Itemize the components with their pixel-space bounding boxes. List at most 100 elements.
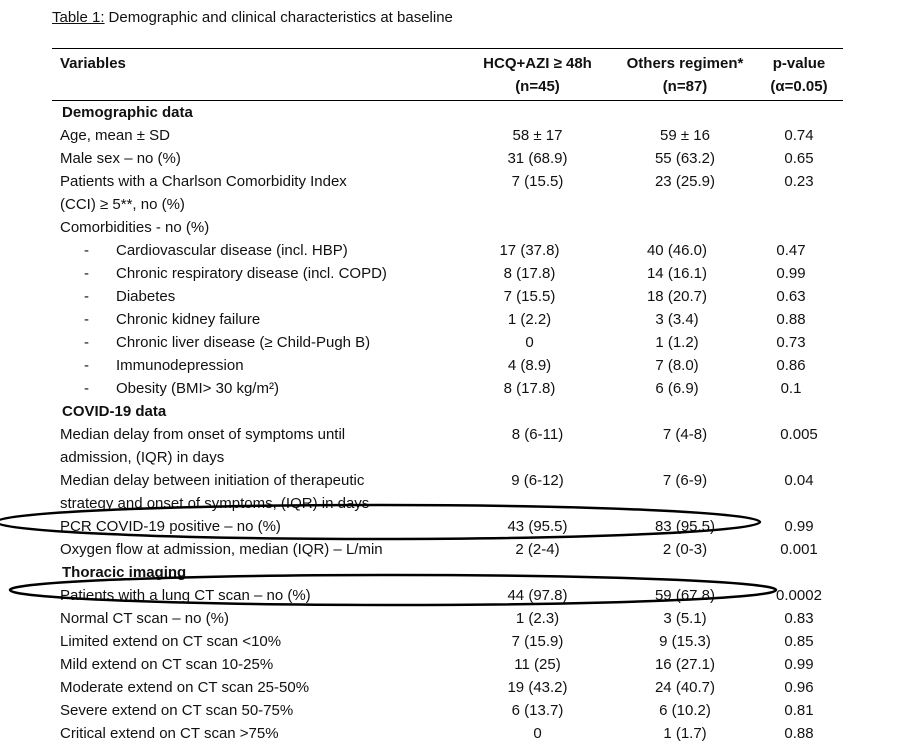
value-cell: 58 ± 17 (512, 127, 563, 144)
value-cell: 1 (1.2) (655, 334, 699, 351)
header-line: HCQ+AZI ≥ 48h (483, 55, 592, 72)
table: Variables HCQ+AZI ≥ 48h (n=45) Others regim… (52, 48, 843, 749)
value-cell: 0.99 (776, 265, 806, 282)
label-cell: - Chronic respiratory disease (incl. COPD… (52, 262, 452, 285)
cell-line: Median delay from onset of symptoms unti… (60, 426, 346, 443)
value-cell: 7 (15.9) (511, 633, 564, 650)
label-cell: - Chronic kidney failure (52, 308, 452, 331)
value-cell: 44 (97.8) (507, 587, 568, 604)
cell-line: Median delay between initiation of thera… (60, 472, 365, 489)
value-cell: 8 (17.8) (503, 265, 556, 282)
table-row: Severe extend on CT scan 50-75% 6 (13.7) 6… (52, 699, 843, 722)
caption-label: Table 1: (52, 9, 105, 26)
table-row: PCR COVID-19 positive – no (%) 43 (95.5) 8… (52, 515, 843, 538)
value-cell: 0.83 (784, 610, 814, 627)
value-cell: 0 (533, 725, 542, 742)
value-cell: 7 (4-8) (662, 426, 708, 443)
value-cell: 0.23 (784, 173, 814, 190)
value-cell: 2 (2-4) (515, 541, 560, 558)
bullet: - (84, 288, 89, 305)
value-cell: 55 (63.2) (654, 150, 716, 167)
group-row: Comorbidities - no (%) (52, 216, 843, 239)
value-cell: 7 (15.5) (503, 288, 556, 305)
table-row: - Chronic respiratory disease (incl. COPD… (52, 262, 843, 285)
cell-line: Patients with a Charlson Comorbidity Ind… (60, 173, 347, 190)
value-cell: 0.86 (776, 357, 806, 374)
value-cell: 43 (95.5) (507, 518, 568, 535)
cell-line: admission, (IQR) in days (60, 449, 225, 466)
header-cell: Variables (52, 52, 460, 98)
value-cell: 0.005 (780, 426, 818, 443)
table-row: Mild extend on CT scan 10-25% 11 (25) 16 (… (52, 653, 843, 676)
value-cell: 16 (27.1) (654, 656, 716, 673)
value-cell: 4 (8.9) (507, 357, 552, 374)
table-row: Normal CT scan – no (%) 1 (2.3) 3 (5.1) 0.8… (52, 607, 843, 630)
value-cell: 8 (17.8) (503, 380, 556, 397)
label-cell: Critical extend on CT scan >75% (60, 725, 279, 742)
value-cell: 9 (6-12) (511, 472, 564, 489)
section-title: Biological tests (52, 745, 173, 749)
label-cell: Normal CT scan – no (%) (60, 610, 229, 627)
table-row: Median delay from onset of symptoms unti… (52, 423, 843, 469)
table-row: Moderate extend on CT scan 25-50% 19 (43.… (52, 676, 843, 699)
value-cell: 19 (43.2) (507, 679, 568, 696)
table-row: - Obesity (BMI> 30 kg/m²) 8 (17.8) 6 (6.9) 0… (52, 377, 843, 400)
value-cell: 6 (6.9) (655, 380, 699, 397)
table-row: - Diabetes 7 (15.5) 18 (20.7) 0.63 (52, 285, 843, 308)
value-cell: 9 (15.3) (659, 633, 711, 650)
section-row: Demographic data (52, 101, 843, 124)
label-cell: PCR COVID-19 positive – no (%) (60, 518, 281, 535)
bullet: - (84, 357, 89, 374)
label-cell: Mild extend on CT scan 10-25% (60, 656, 274, 673)
value-cell: 0.81 (784, 702, 814, 719)
header-line: (n=87) (662, 78, 708, 95)
label-text: Diabetes (116, 288, 176, 305)
table-caption: Table 1: Demographic and clinical charact… (52, 8, 453, 28)
value-cell: 0.0002 (776, 587, 822, 604)
value-cell: 0.88 (776, 311, 806, 328)
value-cell: 0 (525, 334, 534, 351)
bullet: - (84, 311, 89, 328)
value-cell: 7 (8.0) (655, 357, 699, 374)
bullet: - (84, 265, 89, 282)
value-cell: 24 (40.7) (654, 679, 716, 696)
table-row: Male sex – no (%) 31 (68.9) 55 (63.2) 0.65 (52, 147, 843, 170)
bullet: - (84, 242, 89, 259)
table-row: Limited extend on CT scan <10% 7 (15.9) 9 … (52, 630, 843, 653)
table-row: - Chronic kidney failure 1 (2.2) 3 (3.4) 0.8… (52, 308, 843, 331)
header-cell: HCQ+AZI ≥ 48h (n=45) (460, 52, 615, 98)
value-cell: 0.99 (784, 656, 814, 673)
value-cell: 0.04 (784, 472, 814, 489)
value-cell: 0.001 (780, 541, 818, 558)
value-cell: 11 (25) (514, 656, 561, 673)
header-line: p-value (772, 55, 826, 72)
label-text: Obesity (BMI> 30 kg/m²) (116, 380, 279, 397)
table-row: - Chronic liver disease (≥ Child-Pugh B) 0… (52, 331, 843, 354)
value-cell: 18 (20.7) (646, 288, 708, 305)
value-cell: 31 (68.9) (507, 150, 568, 167)
label-cell: - Obesity (BMI> 30 kg/m²) (52, 377, 452, 400)
value-cell: 40 (46.0) (646, 242, 708, 259)
table-row: Patients with a Charlson Comorbidity Ind… (52, 170, 843, 216)
value-cell: 0.74 (784, 127, 814, 144)
label-text: Chronic liver disease (≥ Child-Pugh B) (116, 334, 371, 351)
value-cell: 0.65 (784, 150, 814, 167)
table-row: Median delay between initiation of thera… (52, 469, 843, 515)
header-line: Others regimen* (626, 55, 744, 72)
value-cell: 0.73 (776, 334, 806, 351)
header-line: Variables (60, 55, 126, 72)
label-cell: Male sex – no (%) (60, 150, 181, 167)
label-cell: Severe extend on CT scan 50-75% (60, 702, 294, 719)
value-cell: 6 (13.7) (511, 702, 564, 719)
group-label: Comorbidities - no (%) (60, 219, 210, 236)
section-row: Thoracic imaging (52, 561, 843, 584)
label-text: Immunodepression (116, 357, 244, 374)
label-cell: - Diabetes (52, 285, 452, 308)
value-cell: 3 (5.1) (663, 610, 707, 627)
label-cell: Oxygen flow at admission, median (IQR) –… (60, 541, 383, 558)
section-title: Demographic data (62, 104, 193, 121)
value-cell: 2 (0-3) (662, 541, 708, 558)
cell-line: (CCI) ≥ 5**, no (%) (60, 196, 185, 213)
label-text: Chronic respiratory disease (incl. COPD) (116, 265, 387, 282)
value-cell: 0.1 (780, 380, 802, 397)
